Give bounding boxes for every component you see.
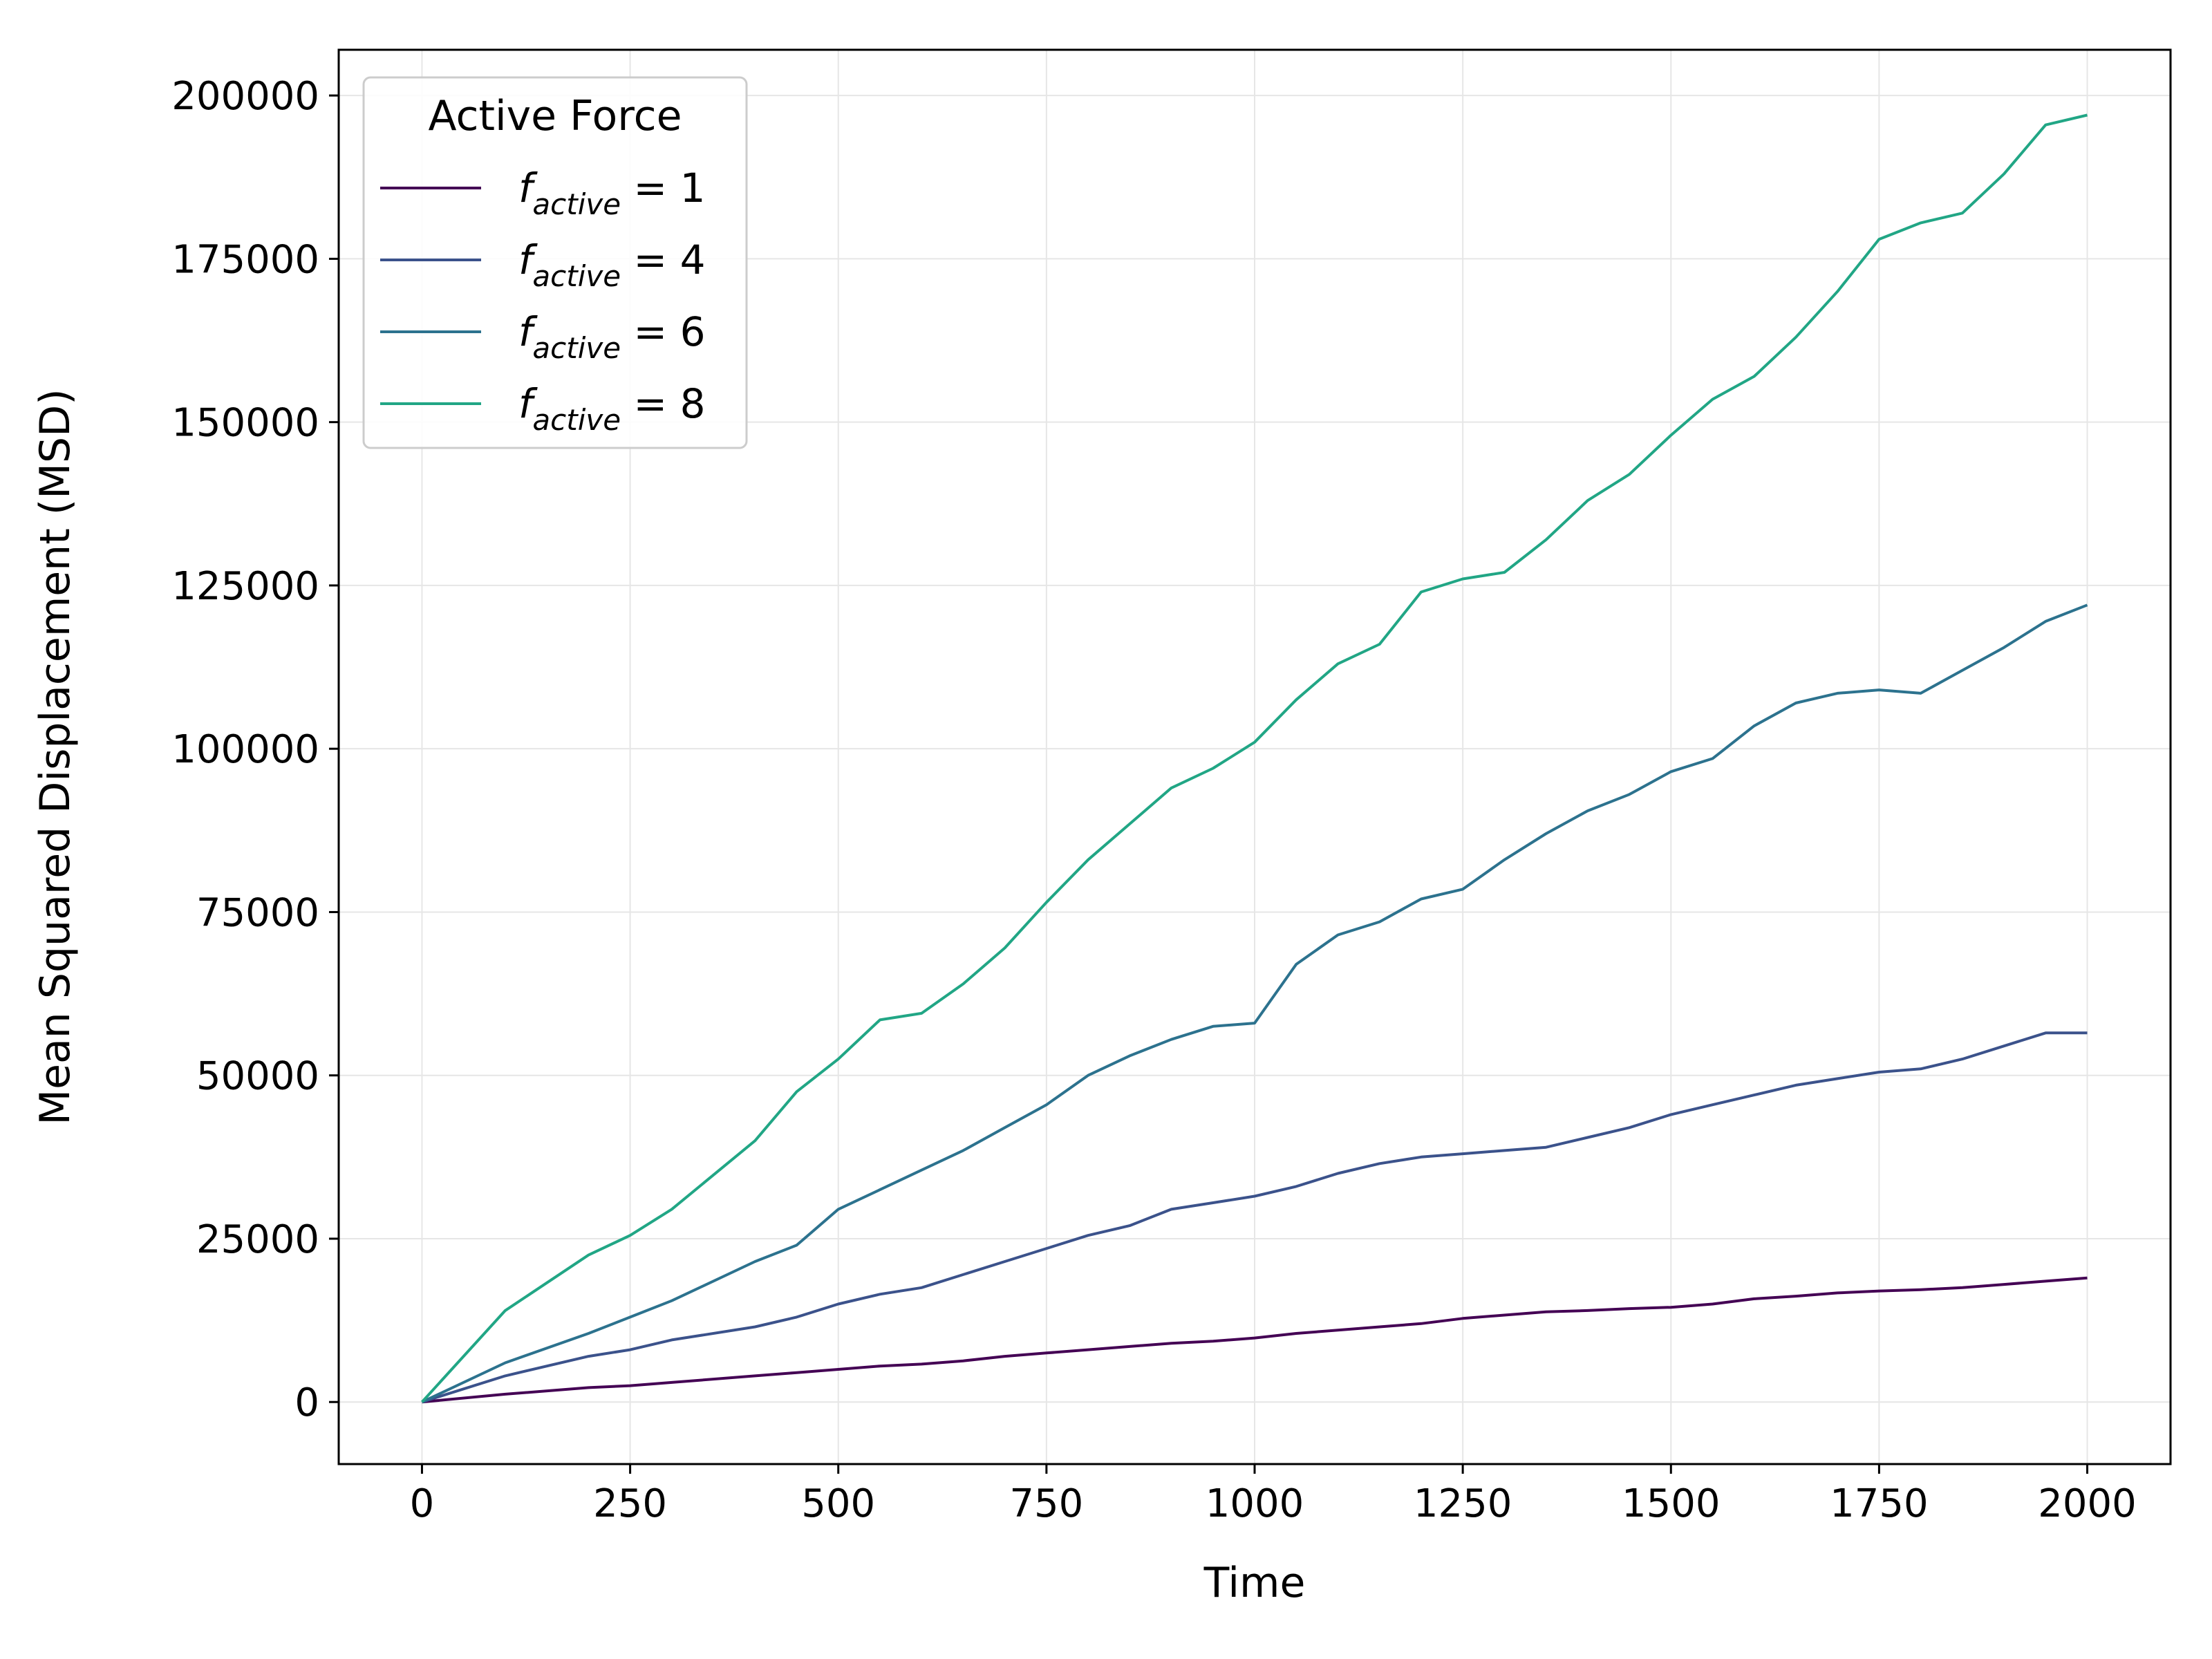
x-tick-label-7: 1750 — [1830, 1481, 1929, 1526]
x-tick-label-2: 500 — [801, 1481, 875, 1526]
legend-entry-2: factive = 4 — [518, 236, 705, 293]
y-tick-label-2: 50000 — [196, 1054, 319, 1099]
series-line-2 — [421, 1031, 2088, 1404]
x-tick-label-1: 250 — [593, 1481, 667, 1526]
x-tick-label-6: 1500 — [1622, 1481, 1721, 1526]
x-axis-label: Time — [1203, 1559, 1306, 1607]
series-lines — [421, 113, 2088, 1404]
y-tick-label-7: 175000 — [171, 237, 319, 282]
x-tick-label-5: 1250 — [1414, 1481, 1512, 1526]
series-line-4 — [421, 113, 2088, 1403]
y-tick-label-1: 25000 — [196, 1217, 319, 1262]
x-tick-label-8: 2000 — [2038, 1481, 2137, 1526]
y-tick-label-5: 125000 — [171, 564, 319, 609]
x-tick-label-3: 750 — [1009, 1481, 1083, 1526]
legend-entry-1: factive = 1 — [518, 165, 705, 221]
x-tick-label-0: 0 — [410, 1481, 435, 1526]
y-tick-label-0: 0 — [294, 1380, 319, 1425]
y-tick-label-8: 200000 — [171, 74, 319, 119]
series-line-3 — [421, 603, 2088, 1404]
series-line-1 — [422, 1276, 2088, 1404]
legend: Active Force factive = 1 factive = 4 facti… — [362, 76, 748, 449]
legend-title: Active Force — [428, 92, 682, 140]
grid-lines — [339, 50, 2171, 1464]
y-tick-label-3: 75000 — [196, 890, 319, 935]
x-tick-label-4: 1000 — [1206, 1481, 1304, 1526]
legend-entry-3: factive = 6 — [518, 308, 705, 365]
y-tick-label-6: 150000 — [171, 401, 319, 446]
legend-box — [362, 76, 748, 449]
axis-ticks: 0 250 500 750 1000 1250 1500 1750 2000 0 25000 5000… — [171, 74, 2137, 1526]
y-tick-label-4: 100000 — [171, 727, 319, 772]
y-axis-label: Mean Squared Displacement (MSD) — [31, 388, 79, 1125]
